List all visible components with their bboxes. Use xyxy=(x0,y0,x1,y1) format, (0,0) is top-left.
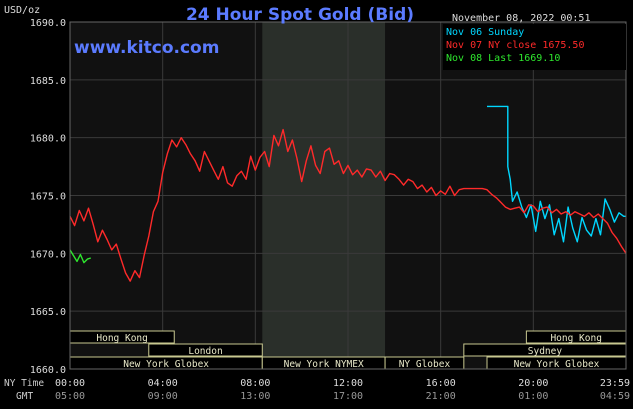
session-label: London xyxy=(188,346,222,357)
legend-entry-nov08: Nov 08 Last 1669.10 xyxy=(446,53,560,64)
x-tick-label-ny: 08:00 xyxy=(240,378,270,389)
x-tick-label-ny: 16:00 xyxy=(426,378,456,389)
legend-box xyxy=(443,24,626,70)
x-tick-label-ny: 04:00 xyxy=(148,378,178,389)
legend-entry-nov06: Nov 06 Sunday xyxy=(446,27,524,38)
y-tick-label: 1675.0 xyxy=(30,192,66,203)
legend: Nov 06 Sunday Nov 07 NY close 1675.50 No… xyxy=(443,24,626,70)
x-tick-label-gmt: 13:00 xyxy=(240,391,270,402)
session-label: New York Globex xyxy=(123,359,209,370)
x-tick-label-gmt: 17:00 xyxy=(333,391,363,402)
session-label: NY Globex xyxy=(399,359,451,370)
y-tick-label: 1670.0 xyxy=(30,249,66,260)
x-tick-label-gmt: 05:00 xyxy=(55,391,85,402)
y-tick-label: 1660.0 xyxy=(30,365,66,376)
chart-timestamp: November 08, 2022 00:51 xyxy=(452,13,590,24)
y-axis-ticks: 1660.0 1665.0 1670.0 1675.0 1680.0 1685.0 1690… xyxy=(30,18,66,376)
series-line-nov07 xyxy=(69,128,627,282)
x-tick-label-ny: 12:00 xyxy=(333,378,363,389)
session-label: Hong Kong xyxy=(550,333,601,344)
session-label: New York Globex xyxy=(514,359,600,370)
y-axis-label: USD/oz xyxy=(4,5,40,16)
ny-time-label: NY Time xyxy=(4,378,44,389)
session-label: New York NYMEX xyxy=(284,359,364,370)
x-tick-label-gmt: 01:00 xyxy=(518,391,548,402)
x-tick-label-gmt: 09:00 xyxy=(148,391,178,402)
x-tick-label-gmt: 21:00 xyxy=(426,391,456,402)
session-label: Sydney xyxy=(528,346,563,357)
kitco-website: www.kitco.com xyxy=(74,38,219,58)
chart-title: 24 Hour Spot Gold (Bid) xyxy=(186,5,414,25)
legend-entry-nov07: Nov 07 NY close 1675.50 xyxy=(446,40,584,51)
series-line-nov06 xyxy=(487,105,626,243)
series-line-nov08 xyxy=(69,249,92,264)
price-series xyxy=(69,105,627,282)
x-axis-ticks: 00:00 05:00 04:00 09:00 08:00 13:00 12:00 17:00… xyxy=(55,378,630,402)
session-box xyxy=(148,343,263,357)
session-label: Hong Kong xyxy=(96,333,147,344)
plot-border xyxy=(69,21,627,370)
x-tick-label-ny: 20:00 xyxy=(518,378,548,389)
x-tick-label-gmt: 04:59 xyxy=(600,391,630,402)
gmt-label: GMT xyxy=(16,391,33,402)
y-tick-label: 1685.0 xyxy=(30,76,66,87)
x-tick-label-ny: 00:00 xyxy=(55,378,85,389)
y-tick-label: 1690.0 xyxy=(30,18,66,29)
y-tick-label: 1680.0 xyxy=(30,134,66,145)
y-tick-label: 1665.0 xyxy=(30,307,66,318)
x-tick-label-ny: 23:59 xyxy=(600,378,630,389)
